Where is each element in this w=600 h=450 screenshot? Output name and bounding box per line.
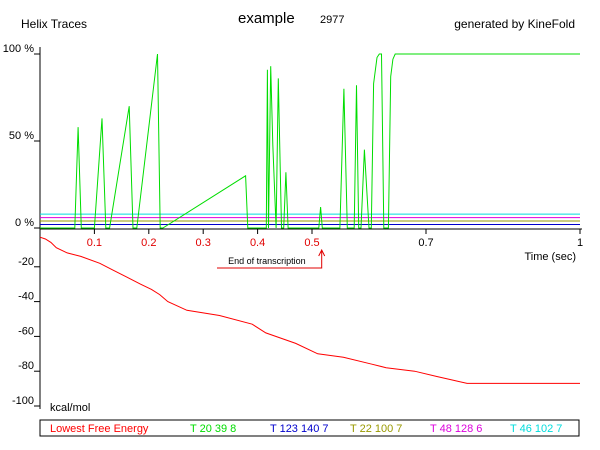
y-tick-label: -40 bbox=[18, 291, 34, 303]
chart-title: example bbox=[238, 10, 295, 27]
y-tick-label: 0 % bbox=[15, 217, 34, 229]
legend-box bbox=[39, 419, 580, 437]
legend-item: T 48 128 6 bbox=[430, 423, 482, 435]
legend: Lowest Free Energy T 20 39 8 T 123 140 7 T … bbox=[50, 423, 562, 435]
helix-lines bbox=[40, 53, 580, 229]
legend-item: Lowest Free Energy bbox=[50, 423, 149, 435]
header-left: Helix Traces bbox=[21, 17, 87, 31]
legend-item: T 123 140 7 bbox=[270, 423, 329, 435]
x-tick-label: 0.3 bbox=[196, 237, 211, 249]
end-of-transcription-arrow bbox=[217, 248, 326, 269]
y-tick-label: -20 bbox=[18, 256, 34, 268]
x-tick-label: 0.2 bbox=[141, 237, 156, 249]
legend-item: T 20 39 8 bbox=[190, 423, 236, 435]
y-tick-label: 100 % bbox=[3, 43, 34, 55]
header-number: 2977 bbox=[320, 14, 344, 26]
x-tick-label: 0.5 bbox=[304, 237, 319, 249]
legend-item: T 46 102 7 bbox=[510, 423, 562, 435]
helix-series-line bbox=[40, 53, 580, 229]
legend-item: T 22 100 7 bbox=[350, 423, 402, 435]
y-ticks-bottom: -20 -40 -60 -80 -100 bbox=[12, 256, 40, 407]
x-tick-label: 0.1 bbox=[87, 237, 102, 249]
end-of-transcription-text: End of transcription bbox=[228, 256, 306, 266]
x-axis-label: Time (sec) bbox=[524, 251, 576, 263]
y-ticks-top: 100 % 50 % 0 % bbox=[3, 43, 40, 229]
x-tick-label: 1 bbox=[577, 237, 583, 249]
x-tick-label: 0.4 bbox=[250, 237, 265, 249]
y-axis-label-energy: kcal/mol bbox=[50, 402, 90, 414]
y-tick-label: -80 bbox=[18, 360, 34, 372]
y-tick-label: -100 bbox=[12, 395, 34, 407]
x-ticks: 0.1 0.2 0.3 0.4 0.5 0.7 1 bbox=[87, 229, 583, 249]
energy-lines bbox=[39, 236, 580, 384]
x-tick-label: 0.7 bbox=[418, 237, 433, 249]
energy-series-line bbox=[39, 236, 580, 384]
header-right: generated by KineFold bbox=[454, 17, 575, 31]
end-of-transcription-annotation: End of transcription bbox=[217, 248, 326, 269]
y-tick-label: -60 bbox=[18, 325, 34, 337]
y-tick-label: 50 % bbox=[9, 130, 34, 142]
